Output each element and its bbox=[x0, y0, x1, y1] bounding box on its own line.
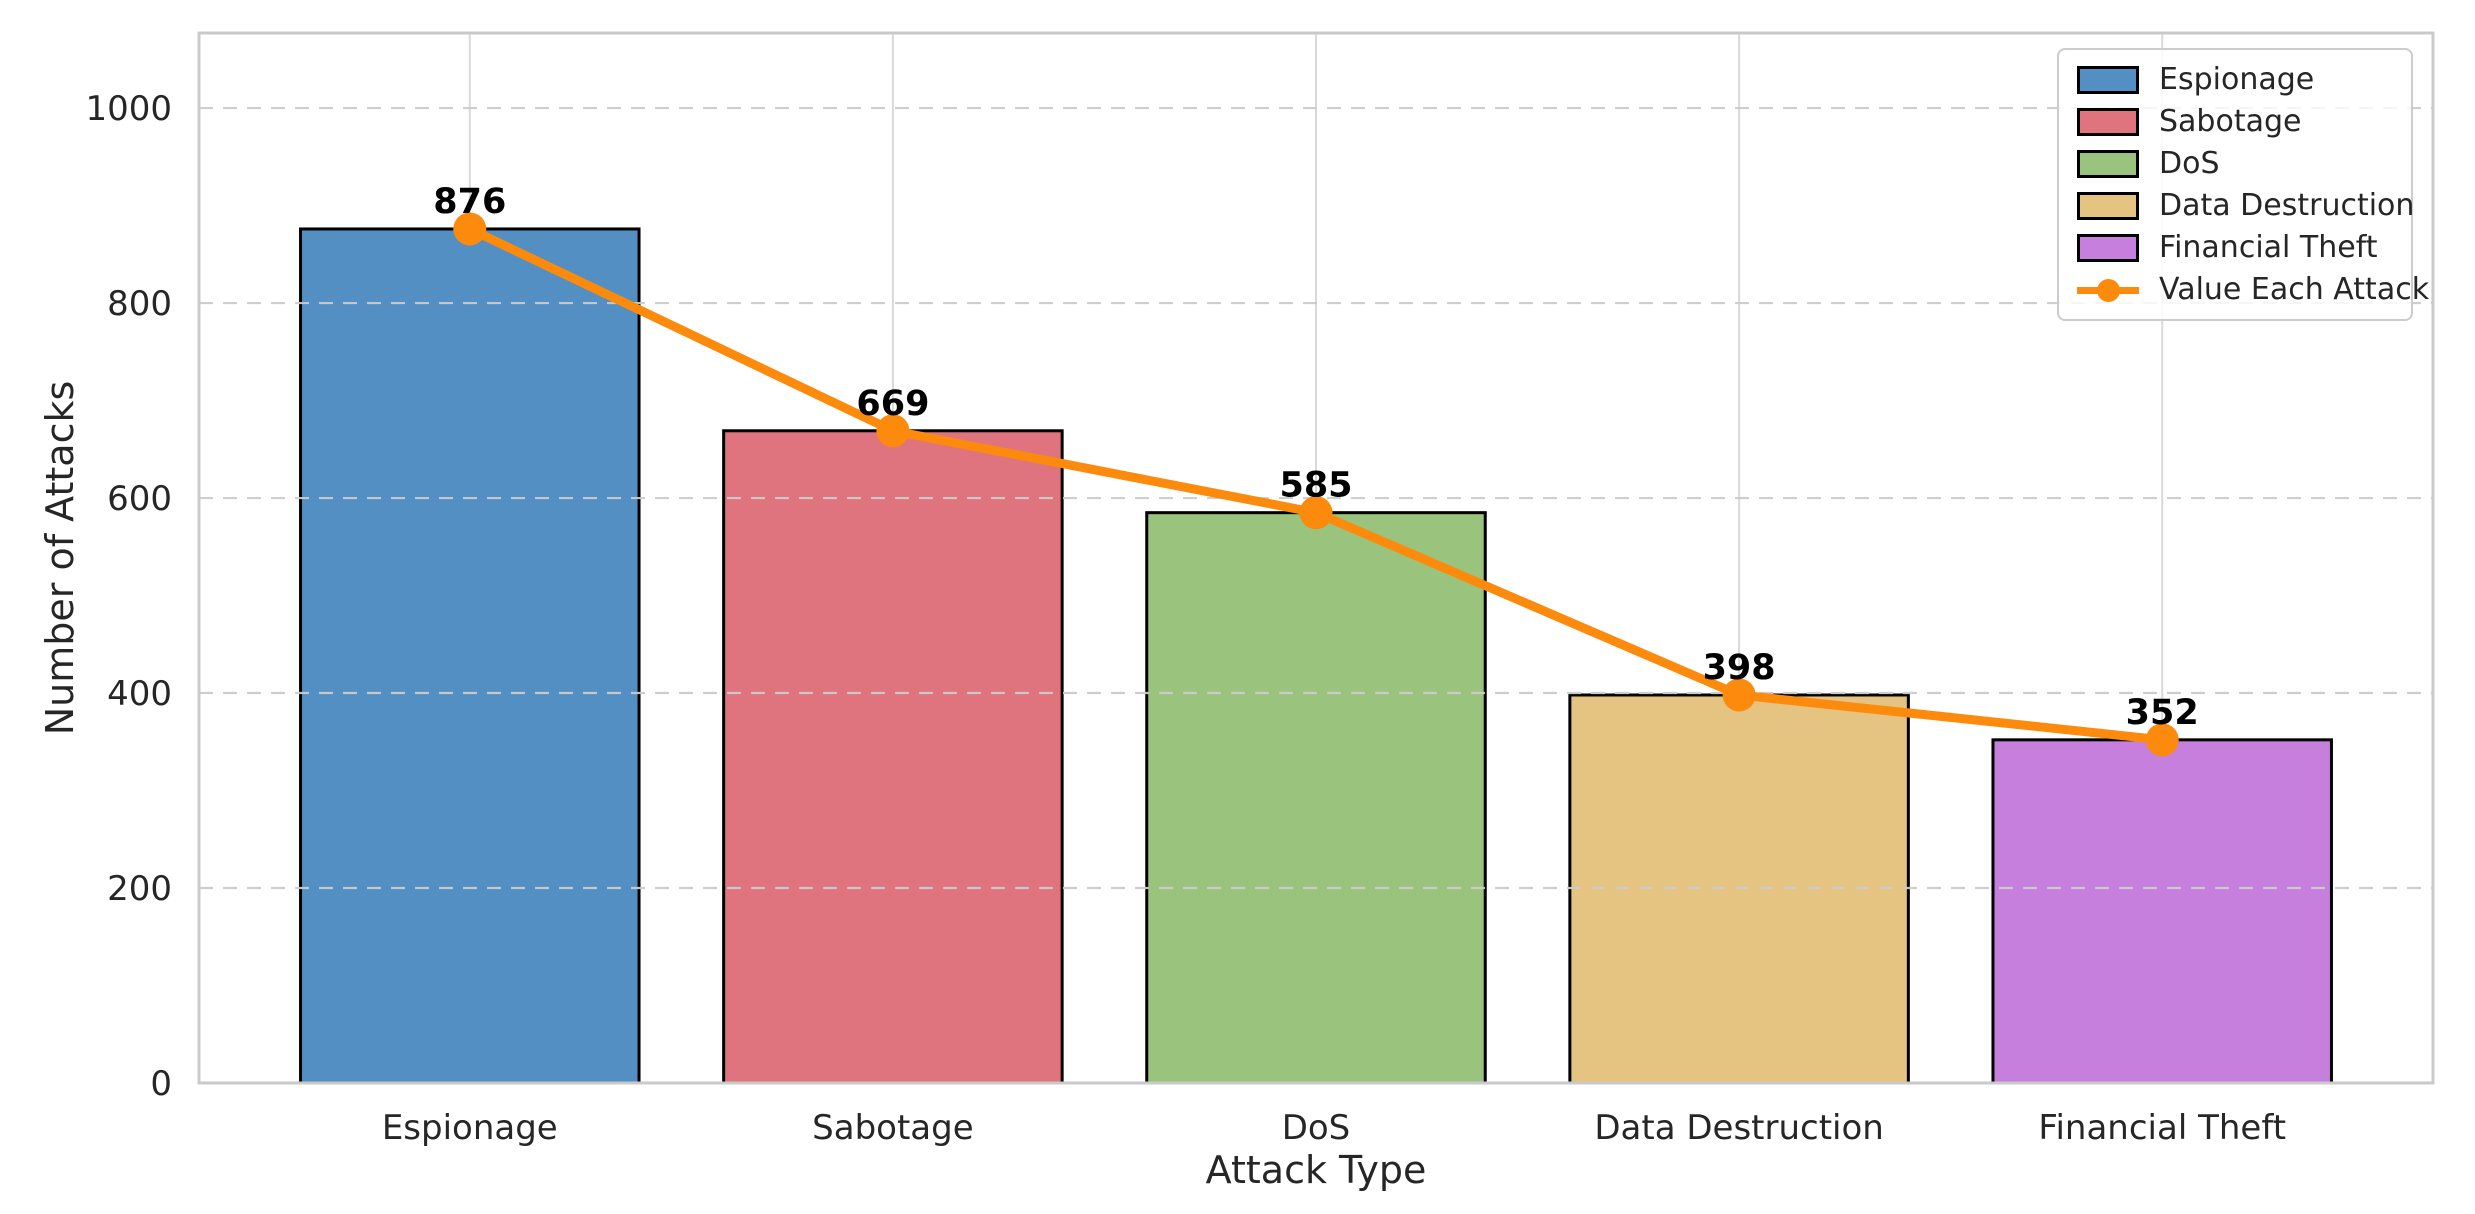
bar-value-label-sabotage: 669 bbox=[856, 384, 929, 424]
bar-value-label-espionage: 876 bbox=[433, 182, 506, 222]
value-marker-sabotage bbox=[876, 414, 910, 448]
legend-line-sample-value-each-attack bbox=[2077, 276, 2139, 304]
legend-item-espionage: Espionage bbox=[2077, 63, 2393, 96]
value-marker-data-destruction bbox=[1722, 678, 1756, 712]
legend-label-financial-theft: Financial Theft bbox=[2159, 230, 2378, 265]
y-tick-label-200: 200 bbox=[107, 869, 172, 909]
value-marker-espionage bbox=[453, 212, 487, 246]
value-marker-dos bbox=[1299, 496, 1333, 530]
x-tick-label-espionage: Espionage bbox=[382, 1108, 558, 1148]
legend-item-dos: DoS bbox=[2077, 147, 2393, 180]
legend-swatch-espionage bbox=[2077, 65, 2139, 94]
x-tick-label-sabotage: Sabotage bbox=[812, 1108, 973, 1148]
y-tick-label-1000: 1000 bbox=[85, 89, 172, 129]
bar-value-label-data-destruction: 398 bbox=[1703, 648, 1776, 688]
value-marker-financial-theft bbox=[2145, 723, 2179, 757]
bar-value-label-financial-theft: 352 bbox=[2126, 693, 2199, 733]
x-tick-label-financial-theft: Financial Theft bbox=[2038, 1108, 2286, 1148]
bar-espionage bbox=[299, 227, 641, 1085]
y-tick-label-800: 800 bbox=[107, 284, 172, 324]
bar-dos bbox=[1145, 511, 1487, 1085]
x-tick-label-dos: DoS bbox=[1282, 1108, 1351, 1148]
legend-label-sabotage: Sabotage bbox=[2159, 104, 2302, 139]
legend-label-espionage: Espionage bbox=[2159, 62, 2315, 97]
bar-financial-theft bbox=[1991, 738, 2333, 1085]
legend-label-value-each-attack: Value Each Attack bbox=[2159, 272, 2430, 307]
plot-border bbox=[197, 31, 2435, 1085]
legend-swatch-financial-theft bbox=[2077, 233, 2139, 262]
legend-swatch-data-destruction bbox=[2077, 191, 2139, 220]
x-axis-label: Attack Type bbox=[1205, 1148, 1427, 1192]
y-tick-label-600: 600 bbox=[107, 479, 172, 519]
legend-item-sabotage: Sabotage bbox=[2077, 105, 2393, 138]
legend-item-value-each-attack: Value Each Attack bbox=[2077, 273, 2429, 306]
y-tick-label-0: 0 bbox=[150, 1064, 172, 1104]
legend-swatch-dos bbox=[2077, 149, 2139, 178]
x-tick-label-data-destruction: Data Destruction bbox=[1594, 1108, 1883, 1148]
legend-label-dos: DoS bbox=[2159, 146, 2220, 181]
legend-swatch-sabotage bbox=[2077, 107, 2139, 136]
y-axis-label: Number of Attacks bbox=[38, 380, 82, 736]
y-tick-label-400: 400 bbox=[107, 674, 172, 714]
legend-item-data-destruction: Data Destruction bbox=[2077, 189, 2414, 222]
legend-line-marker bbox=[2097, 278, 2120, 302]
legend-item-financial-theft: Financial Theft bbox=[2077, 231, 2393, 264]
legend-label-data-destruction: Data Destruction bbox=[2159, 188, 2415, 223]
bar-value-label-dos: 585 bbox=[1279, 466, 1352, 506]
bar-sabotage bbox=[722, 429, 1064, 1085]
chart-legend: Espionage Sabotage DoS Data Destruction Fina… bbox=[2057, 48, 2429, 321]
